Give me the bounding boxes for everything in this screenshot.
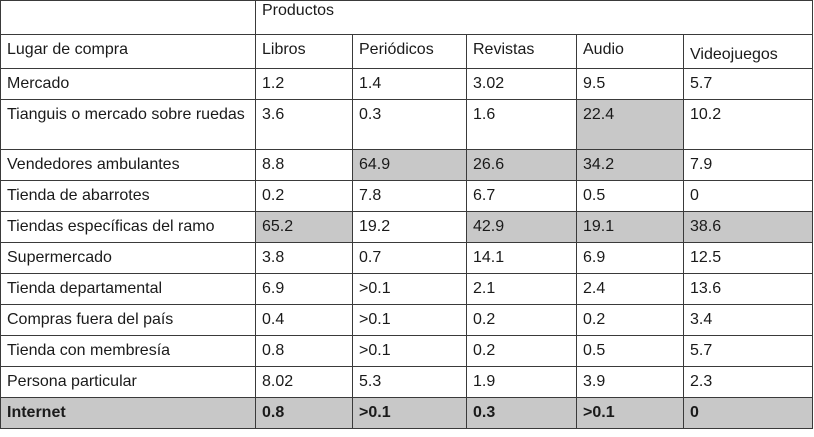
row-label: Vendedores ambulantes — [0, 149, 256, 181]
header-place: Lugar de compra — [0, 34, 256, 69]
cell-libros: 0.8 — [255, 335, 353, 367]
table-row: Supermercado 3.8 0.7 14.1 6.9 12.5 — [0, 242, 814, 274]
cell-revistas: 0.3 — [466, 397, 577, 429]
products-header-row: Productos — [0, 0, 814, 35]
cell-periodicos: 7.8 — [352, 180, 467, 212]
cell-audio: 3.9 — [576, 366, 684, 398]
table-row: Mercado 1.2 1.4 3.02 9.5 5.7 — [0, 68, 814, 100]
cell-audio: 2.4 — [576, 273, 684, 305]
cell-audio: 19.1 — [576, 211, 684, 243]
table-row: Internet 0.8 >0.1 0.3 >0.1 0 — [0, 397, 814, 429]
empty-corner-cell — [0, 0, 256, 35]
table-row: Persona particular 8.02 5.3 1.9 3.9 2.3 — [0, 366, 814, 398]
cell-revistas: 1.6 — [466, 99, 577, 150]
cell-audio: 0.2 — [576, 304, 684, 336]
header-revistas: Revistas — [466, 34, 577, 69]
table-row: Tiendas específicas del ramo 65.2 19.2 42.9… — [0, 211, 814, 243]
cell-videojuegos: 0 — [682, 397, 814, 429]
cell-videojuegos: 3.4 — [682, 304, 814, 336]
table-row: Vendedores ambulantes 8.8 64.9 26.6 34.2 7.9 — [0, 149, 814, 181]
cell-videojuegos: 13.6 — [682, 273, 814, 305]
cell-periodicos: >0.1 — [352, 397, 467, 429]
cell-revistas: 26.6 — [466, 149, 577, 181]
cell-libros: 8.02 — [255, 366, 353, 398]
cell-revistas: 14.1 — [466, 242, 577, 274]
cell-audio: 6.9 — [576, 242, 684, 274]
cell-libros: 3.6 — [255, 99, 353, 150]
cell-periodicos: 1.4 — [352, 68, 467, 100]
header-libros: Libros — [255, 34, 353, 69]
cell-revistas: 3.02 — [466, 68, 577, 100]
table-row: Tienda con membresía 0.8 >0.1 0.2 0.5 5.7 — [0, 335, 814, 367]
row-label: Tienda de abarrotes — [0, 180, 256, 212]
row-label: Internet — [0, 397, 256, 429]
row-label: Tienda departamental — [0, 273, 256, 305]
cell-audio: 22.4 — [576, 99, 684, 150]
cell-videojuegos: 5.7 — [682, 68, 814, 100]
cell-periodicos: >0.1 — [352, 273, 467, 305]
header-periodicos: Periódicos — [352, 34, 467, 69]
cell-libros: 0.2 — [255, 180, 353, 212]
cell-libros: 6.9 — [255, 273, 353, 305]
cell-periodicos: 19.2 — [352, 211, 467, 243]
cell-periodicos: 0.7 — [352, 242, 467, 274]
cell-audio: 9.5 — [576, 68, 684, 100]
cell-revistas: 42.9 — [466, 211, 577, 243]
row-label: Compras fuera del país — [0, 304, 256, 336]
cell-periodicos: 64.9 — [352, 149, 467, 181]
cell-periodicos: 0.3 — [352, 99, 467, 150]
table-row: Tienda de abarrotes 0.2 7.8 6.7 0.5 0 — [0, 180, 814, 212]
cell-periodicos: 5.3 — [352, 366, 467, 398]
cell-libros: 1.2 — [255, 68, 353, 100]
column-header-row: Lugar de compra Libros Periódicos Revist… — [0, 34, 814, 69]
row-label: Tiendas específicas del ramo — [0, 211, 256, 243]
cell-revistas: 1.9 — [466, 366, 577, 398]
products-label: Productos — [254, 0, 814, 35]
table-row: Tienda departamental 6.9 >0.1 2.1 2.4 13.6 — [0, 273, 814, 305]
cell-revistas: 0.2 — [466, 335, 577, 367]
cell-periodicos: >0.1 — [352, 304, 467, 336]
row-label: Persona particular — [0, 366, 256, 398]
cell-videojuegos: 7.9 — [682, 149, 814, 181]
cell-libros: 0.8 — [255, 397, 353, 429]
cell-audio: 0.5 — [576, 180, 684, 212]
row-label: Supermercado — [0, 242, 256, 274]
header-audio: Audio — [576, 34, 684, 69]
cell-videojuegos: 2.3 — [682, 366, 814, 398]
cell-videojuegos: 0 — [682, 180, 814, 212]
cell-periodicos: >0.1 — [352, 335, 467, 367]
cell-videojuegos: 10.2 — [682, 99, 814, 150]
row-label: Tianguis o mercado sobre ruedas — [0, 99, 256, 150]
cell-revistas: 0.2 — [466, 304, 577, 336]
cell-audio: 0.5 — [576, 335, 684, 367]
table-row: Tianguis o mercado sobre ruedas 3.6 0.3 1.6… — [0, 99, 814, 150]
cell-revistas: 6.7 — [466, 180, 577, 212]
cell-libros: 3.8 — [255, 242, 353, 274]
cell-audio: 34.2 — [576, 149, 684, 181]
cell-videojuegos: 12.5 — [682, 242, 814, 274]
cell-videojuegos: 5.7 — [682, 335, 814, 367]
header-videojuegos: Videojuegos — [682, 34, 814, 69]
cell-revistas: 2.1 — [466, 273, 577, 305]
cell-audio: >0.1 — [576, 397, 684, 429]
row-label: Mercado — [0, 68, 256, 100]
cell-libros: 8.8 — [255, 149, 353, 181]
cell-libros: 65.2 — [255, 211, 353, 243]
table-row: Compras fuera del país 0.4 >0.1 0.2 0.2 3.4 — [0, 304, 814, 336]
row-label: Tienda con membresía — [0, 335, 256, 367]
cell-libros: 0.4 — [255, 304, 353, 336]
cell-videojuegos: 38.6 — [682, 211, 814, 243]
